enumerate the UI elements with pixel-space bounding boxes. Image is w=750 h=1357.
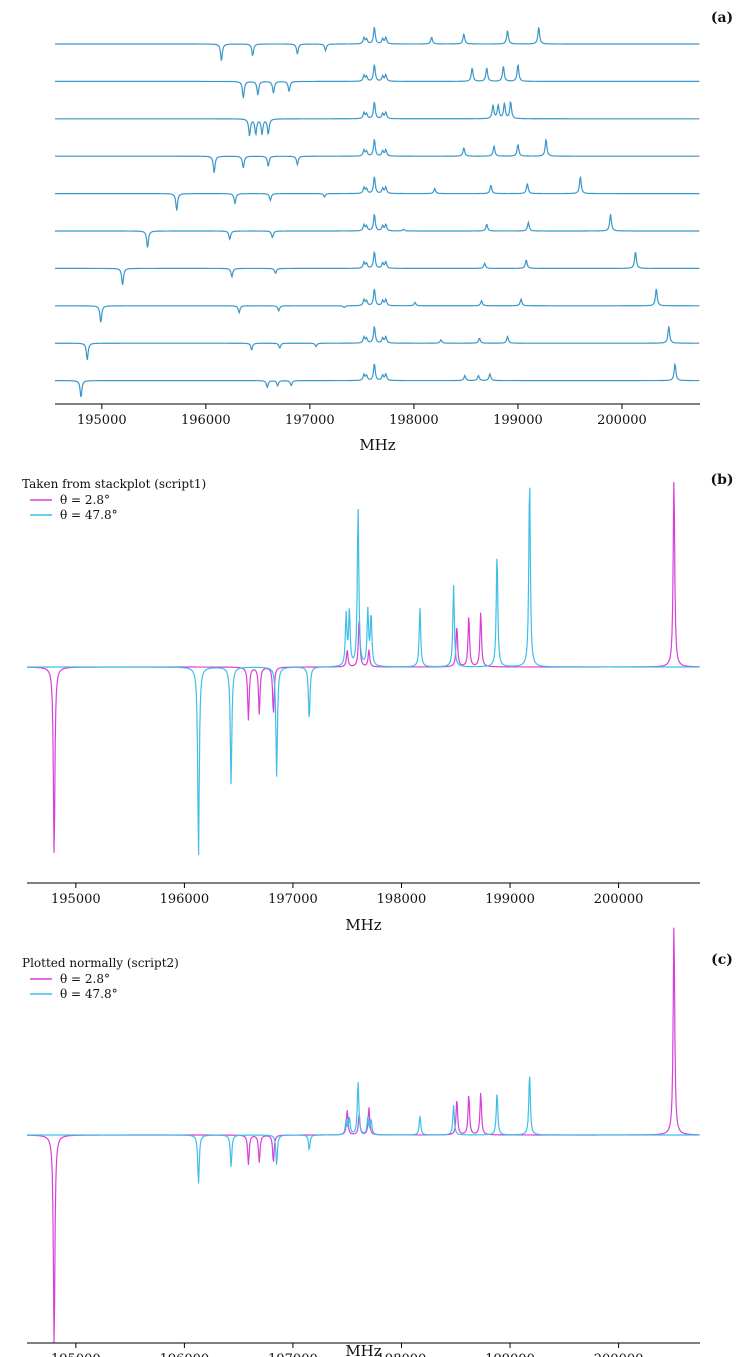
x-tick-label: 198000 <box>389 413 439 428</box>
stacked-trace <box>55 326 700 360</box>
legend-entry: θ = 2.8° <box>60 972 110 986</box>
legend: Plotted normally (script2) θ = 2.8°θ = 47… <box>22 956 179 1001</box>
x-tick-label: 197000 <box>285 413 335 428</box>
x-tick-label: 200000 <box>594 892 644 907</box>
legend-title: Taken from stackplot (script1) <box>22 477 206 491</box>
series-line <box>27 487 700 856</box>
x-tick-label: 195000 <box>77 413 127 428</box>
stacked-trace <box>55 27 700 62</box>
stacked-trace <box>55 175 700 211</box>
x-axis: 195000 196000 197000 198000 199000 200000 MHz <box>27 882 700 934</box>
x-tick-label: 196000 <box>181 413 231 428</box>
x-axis: 195000 196000 197000 198000 199000 200000 MHz <box>27 1342 700 1357</box>
stacked-trace <box>55 63 700 99</box>
x-axis-label: MHz <box>345 1342 381 1357</box>
x-tick-label: 195000 <box>51 892 101 907</box>
x-tick-label: 196000 <box>160 892 210 907</box>
x-axis-label: MHz <box>359 436 395 454</box>
legend-entry: θ = 47.8° <box>60 508 118 522</box>
legend-entry: θ = 47.8° <box>60 987 118 1001</box>
x-tick-label: 197000 <box>268 892 318 907</box>
stacked-trace <box>55 251 700 286</box>
stacked-trace <box>55 100 700 137</box>
series-line <box>27 1076 700 1184</box>
panel-label: (a) <box>711 10 733 26</box>
stacked-trace <box>55 137 700 173</box>
stacked-trace <box>54 362 700 398</box>
x-axis-label: MHz <box>345 916 381 934</box>
series-traces <box>26 482 700 856</box>
legend-entry: θ = 2.8° <box>60 493 110 507</box>
panel-label: (c) <box>711 952 733 968</box>
stacked-trace <box>55 213 700 248</box>
stacked-traces <box>54 27 700 398</box>
x-tick-label: 197000 <box>268 1352 318 1357</box>
legend-title: Plotted normally (script2) <box>22 956 179 970</box>
stacked-trace <box>55 288 700 323</box>
x-tick-label: 200000 <box>597 413 647 428</box>
x-tick-label: 195000 <box>51 1352 101 1357</box>
x-tick-label: 198000 <box>377 892 427 907</box>
x-tick-label: 198000 <box>377 1352 427 1357</box>
x-tick-label: 199000 <box>485 1352 535 1357</box>
x-tick-label: 196000 <box>160 1352 210 1357</box>
x-tick-label: 200000 <box>594 1352 644 1357</box>
x-axis: 195000 196000 197000 198000 199000 200000 MHz <box>55 403 700 454</box>
series-traces <box>26 927 700 1344</box>
x-tick-label: 199000 <box>493 413 543 428</box>
x-tick-label: 199000 <box>485 892 535 907</box>
legend: Taken from stackplot (script1) θ = 2.8°θ … <box>22 477 206 522</box>
panel-label: (b) <box>710 472 733 488</box>
